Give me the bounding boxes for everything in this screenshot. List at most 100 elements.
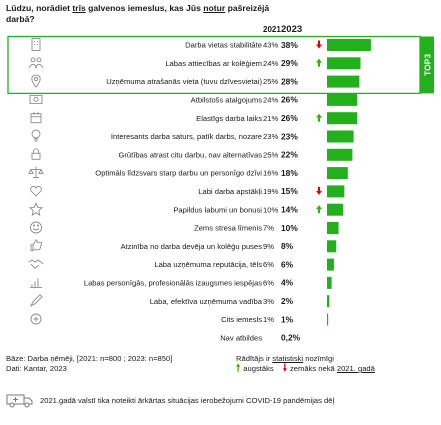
location-icon: [31, 74, 41, 88]
bar-2023: [327, 258, 334, 271]
value-2023: 22%: [281, 150, 298, 160]
chart-row: Laba, efektīva uzņēmuma vadība 3% 2%: [29, 294, 330, 308]
significance-down-arrow: [316, 40, 322, 49]
value-2021: 6%: [263, 260, 274, 269]
chart-row: Darba vietas stabilitāte 43% 38%: [31, 38, 371, 51]
people-icon: [28, 57, 44, 69]
value-2021: 21%: [263, 114, 278, 123]
footer-base-info: Bāze: Darba ņēmēji, [2021: n=800 ; 2023:…: [6, 354, 172, 374]
category-label: Labas personīgās, profesionālās izaugsme…: [84, 279, 262, 288]
category-label: Darba vietas stabilitāte: [185, 41, 262, 50]
value-2021: 1%: [263, 315, 274, 324]
chart-row: Labas attiecības ar kolēģiem 24% 29%: [28, 57, 361, 70]
calendar-icon: [30, 111, 42, 124]
value-2021: 3%: [263, 297, 274, 306]
bar-2023: [327, 93, 358, 106]
growth-icon: [30, 278, 42, 288]
chart-row: Optimāls līdzsvars starp darbu un person…: [28, 166, 348, 180]
chart-row: Uzņēmuma atrašanās vieta (tuvu dzīvesvie…: [31, 74, 360, 88]
significance-up-arrow: [316, 58, 322, 67]
value-2021: 16%: [263, 169, 278, 178]
value-2023: 38%: [281, 40, 298, 50]
star-icon: [28, 202, 44, 217]
category-label: Grūtības atrast citu darbu, nav alternat…: [118, 150, 262, 159]
chart-row: Laba uzņēmuma reputācija, tēls 6% 6%: [28, 258, 334, 271]
bar-2023: [327, 295, 330, 308]
question-part: Lūdzu, norādiet: [6, 3, 73, 13]
category-label: Laba, efektīva uzņēmuma vadība: [150, 297, 263, 306]
value-2023: 4%: [281, 278, 294, 288]
year-header-2021: 2021: [263, 25, 281, 34]
significance-down-arrow: [316, 186, 322, 195]
legend-row: 🠕 augstāks 🠗 zemāks nekā 2021. gadā: [236, 364, 375, 374]
year-header-2023: 2023: [281, 24, 302, 35]
value-2023: 28%: [281, 76, 298, 86]
question-part: galvenos iemeslus, kas Jūs: [85, 3, 204, 13]
value-2021: 25%: [263, 77, 278, 86]
bar-2023: [327, 57, 361, 70]
category-label: Papildus labumi un bonusi: [173, 205, 262, 214]
bar-2023: [327, 130, 354, 143]
bar-2023: [327, 75, 360, 88]
category-label: Labas attiecības ar kolēģiem: [165, 59, 262, 68]
value-2023: 26%: [281, 95, 298, 105]
value-2021: 9%: [263, 242, 274, 251]
category-label: Atbilstošs atalgojums: [191, 96, 263, 105]
top3-label: TOP3: [423, 54, 433, 76]
question-part: pašreizējā darbā?: [6, 3, 270, 24]
value-2023: 26%: [281, 113, 298, 123]
category-label: Optimāls līdzsvars starp darbu un person…: [95, 169, 262, 178]
value-2023: 29%: [281, 58, 298, 68]
value-2021: 7%: [263, 224, 274, 233]
bar-2023: [327, 112, 358, 125]
value-2023: 8%: [281, 241, 294, 251]
chart-row: Labas personīgās, profesionālās izaugsme…: [30, 276, 332, 289]
category-label: Labi darba apstākļi: [198, 187, 262, 196]
covid-note-text: 2021.gadā valstī tika noteikti ārkārtas …: [40, 395, 335, 405]
covid-note: 2021.gadā valstī tika noteikti ārkārtas …: [6, 392, 334, 408]
source-text: Dati: Kantar, 2023: [6, 364, 67, 373]
value-2021: 23%: [263, 132, 278, 141]
lightbulb-icon: [31, 129, 41, 142]
question-emphasis-keeps: notur: [203, 3, 226, 13]
legend-down-part: zemāks nekā: [290, 364, 337, 373]
chart-row: Zems stresa līmenis 7% 10%: [30, 221, 339, 234]
thumbs-up-icon: [30, 239, 43, 252]
bar-2023: [327, 222, 339, 234]
question-text: Lūdzu, norādiet trīs galvenos iemeslus, …: [6, 3, 276, 24]
other-icon: [30, 313, 42, 325]
significance-up-arrow: [316, 205, 322, 214]
category-label: Laba uzņēmuma reputācija, tēls: [154, 260, 262, 269]
money-icon: [29, 94, 43, 104]
chart-row: Papildus labumi un bonusi 10% 14%: [28, 202, 344, 217]
bar-2023: [327, 203, 344, 216]
handshake-icon: [28, 259, 44, 269]
value-2021: 43%: [263, 41, 278, 50]
category-label: Interesants darba saturs, patīk darbs, n…: [111, 132, 262, 141]
legend-intro-part: Rādītājs ir: [236, 354, 273, 363]
chart-row: Nav atbildes 0,2%: [220, 333, 300, 343]
bar-2023: [327, 148, 353, 161]
bar-2023: [327, 167, 348, 180]
category-label: Atzinība no darba devēja un kolēģu puses: [121, 242, 263, 251]
significance-up-arrow: [316, 113, 322, 122]
chart-row: Cits iemesls 1% 1%: [30, 313, 329, 326]
bar-2023: [327, 39, 371, 51]
top3-tab: [420, 36, 434, 94]
value-2023: 18%: [281, 168, 298, 178]
legend-intro: Rādītājs ir statistiski nozīmīgi: [236, 354, 375, 364]
category-label: Nav atbildes: [220, 333, 262, 342]
value-2021: 19%: [263, 187, 278, 196]
value-2023: 10%: [281, 223, 298, 233]
significance-legend: Rādītājs ir statistiski nozīmīgi 🠕 augst…: [236, 354, 375, 374]
value-2023: 2%: [281, 296, 294, 306]
bar-2023: [327, 313, 329, 326]
value-2023: 1%: [281, 314, 294, 324]
value-2023: 15%: [281, 186, 298, 196]
value-2023: 6%: [281, 259, 294, 269]
arrow-up-icon: 🠕: [236, 363, 241, 374]
legend-intro-part: nozīmīgi: [303, 354, 334, 363]
value-2021: 24%: [263, 96, 278, 105]
lock-icon: [31, 148, 41, 160]
